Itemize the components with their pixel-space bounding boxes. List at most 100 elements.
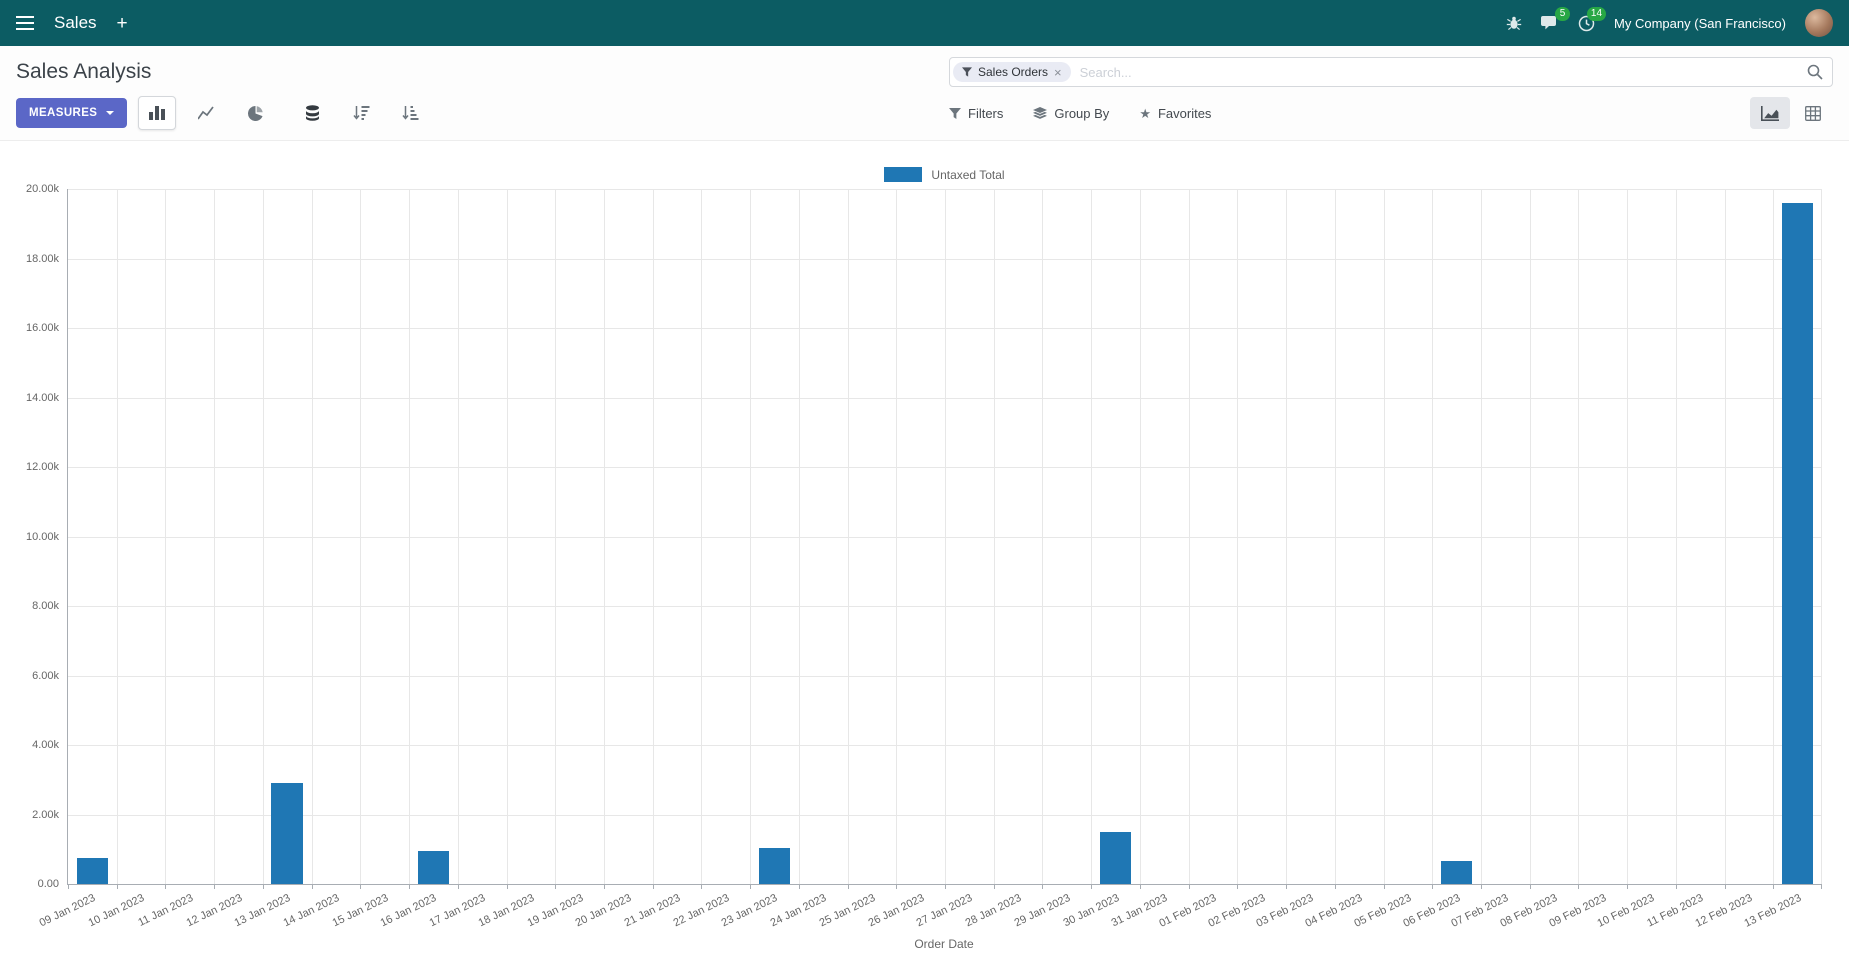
v-gridline <box>116 189 118 884</box>
x-tick-mark <box>409 884 411 889</box>
x-tick-mark <box>652 884 654 889</box>
x-tick-mark <box>506 884 508 889</box>
x-tick-mark <box>555 884 557 889</box>
x-tick-mark <box>1383 884 1385 889</box>
company-user-menu[interactable]: My Company (San Francisco) <box>1614 15 1786 31</box>
chart-type-line-button[interactable] <box>187 96 225 130</box>
favorites-label: Favorites <box>1157 105 1212 121</box>
x-tick-mark <box>896 884 898 889</box>
v-gridline <box>896 189 898 884</box>
x-tick-mark <box>68 884 69 889</box>
sort-asc-button[interactable] <box>391 96 429 130</box>
facet-remove-icon[interactable]: × <box>1054 64 1062 80</box>
x-tick-mark <box>603 884 605 889</box>
chat-icon <box>1541 16 1557 30</box>
notification-badge: 5 <box>1555 7 1571 21</box>
chart-legend[interactable]: Untaxed Total <box>67 167 1822 182</box>
stacked-toggle-button[interactable] <box>293 96 331 130</box>
v-gridline <box>165 189 167 884</box>
y-tick-label: 10.00k <box>25 530 59 543</box>
v-gridline <box>1724 189 1726 884</box>
x-tick-mark <box>701 884 703 889</box>
x-tick-mark <box>798 884 800 889</box>
x-tick-mark <box>1724 884 1726 889</box>
stacked-icon <box>305 105 319 121</box>
x-tick-mark <box>1334 884 1336 889</box>
search-input[interactable] <box>1079 64 1798 80</box>
x-tick-mark <box>1432 884 1434 889</box>
view-switcher-pivot[interactable] <box>1793 97 1833 129</box>
v-gridline <box>1042 189 1044 884</box>
filters-label: Filters <box>968 105 1004 121</box>
v-gridline <box>311 189 313 884</box>
x-tick-mark <box>750 884 752 889</box>
view-switcher <box>1750 97 1833 129</box>
y-tick-label: 18.00k <box>25 252 59 265</box>
line-chart-icon <box>198 106 215 120</box>
sort-desc-button[interactable] <box>342 96 380 130</box>
chart-type-bar-button[interactable] <box>138 96 177 130</box>
x-tick-mark <box>1237 884 1239 889</box>
sort-desc-icon <box>353 106 370 120</box>
search-facet: Sales Orders × <box>953 62 1071 82</box>
x-tick-mark <box>165 884 167 889</box>
v-gridline <box>555 189 557 884</box>
search-facet-label: Sales Orders <box>978 65 1049 79</box>
v-gridline <box>1480 189 1482 884</box>
filters-button[interactable]: Filters <box>949 106 1003 121</box>
chart-bar <box>271 783 304 884</box>
plot-area: 0.00 2.00k 4.00k 6.00k 8.00k 10.00k 12.00k 14.0… <box>26 183 1822 930</box>
chart-bar <box>1099 831 1132 884</box>
v-gridline <box>798 189 800 884</box>
hamburger-menu-icon[interactable] <box>16 16 34 30</box>
v-gridline <box>262 189 264 884</box>
group-by-button[interactable]: Group By <box>1033 106 1109 121</box>
control-panel: Sales Analysis Sales Orders × MEASURES <box>0 46 1849 141</box>
view-switcher-graph[interactable] <box>1750 97 1790 129</box>
v-gridline <box>1091 189 1093 884</box>
search-icon[interactable] <box>1807 64 1823 80</box>
measures-button[interactable]: MEASURES <box>16 98 128 128</box>
v-gridline <box>701 189 703 884</box>
y-tick-label: 16.00k <box>25 322 59 334</box>
favorites-button[interactable]: ★ Favorites <box>1139 106 1211 121</box>
y-tick-label: 4.00k <box>32 739 59 751</box>
debug-bug-icon[interactable] <box>1506 15 1522 31</box>
v-gridline <box>1383 189 1385 884</box>
x-tick-mark <box>1675 884 1677 889</box>
v-gridline <box>1139 189 1141 884</box>
x-tick-label: 10 Jan 2023 <box>86 892 147 930</box>
search-bar: Sales Orders × <box>949 57 1833 87</box>
v-gridline <box>409 189 411 884</box>
v-gridline <box>214 189 216 884</box>
pie-chart-icon <box>247 105 263 121</box>
chart-bar <box>758 847 791 884</box>
x-tick-mark <box>1773 884 1775 889</box>
x-tick-mark <box>1529 884 1531 889</box>
y-tick-label: 14.00k <box>25 391 59 404</box>
x-tick-mark <box>116 884 118 889</box>
v-gridline <box>750 189 752 884</box>
avatar[interactable] <box>1805 9 1833 37</box>
app-menu-sales[interactable]: Sales <box>54 13 97 32</box>
layers-icon <box>1033 106 1048 119</box>
v-gridline <box>506 189 508 884</box>
v-gridline <box>1286 189 1288 884</box>
x-tick-mark <box>1042 884 1044 889</box>
x-tick-mark <box>1480 884 1482 889</box>
y-tick-label: 2.00k <box>32 808 59 821</box>
chart-type-pie-button[interactable] <box>236 96 274 130</box>
v-gridline <box>1188 189 1190 884</box>
activities-button[interactable]: 14 <box>1578 6 1607 32</box>
plus-icon[interactable]: + <box>116 12 128 34</box>
messages-button[interactable]: 5 <box>1541 7 1571 31</box>
measures-label: MEASURES <box>29 107 98 119</box>
v-gridline <box>945 189 946 884</box>
v-gridline <box>993 189 995 884</box>
v-gridline <box>1821 189 1822 884</box>
v-gridline <box>457 189 459 884</box>
group-by-label: Group By <box>1054 105 1110 121</box>
clock-icon <box>1578 15 1595 31</box>
x-tick-mark <box>1821 884 1822 889</box>
area-chart-icon <box>1761 105 1779 121</box>
